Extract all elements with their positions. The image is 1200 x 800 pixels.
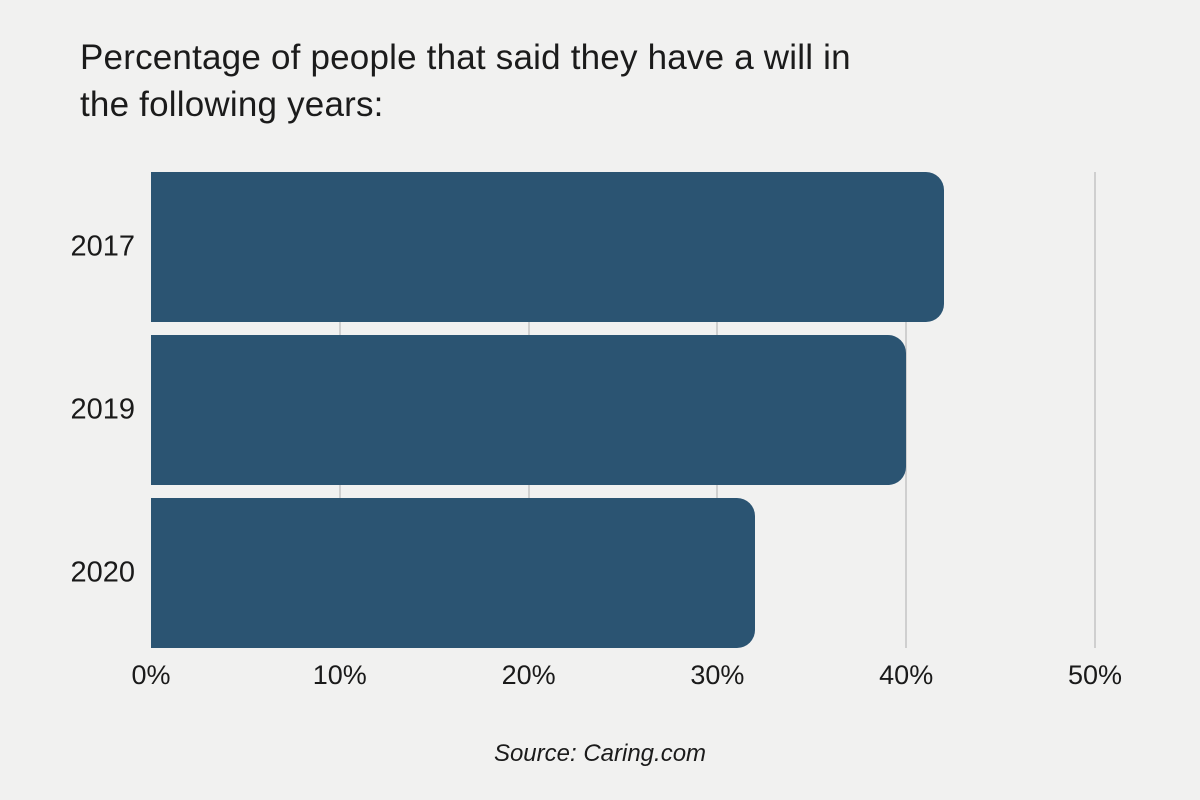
x-tick-20%: 20% (501, 660, 556, 690)
y-axis-label-2017: 2017 (70, 230, 135, 263)
x-tick-40%: 40% (879, 660, 934, 690)
bar-2019 (151, 335, 907, 485)
x-tick-30%: 30% (690, 660, 745, 690)
x-tick-10%: 10% (312, 660, 367, 690)
y-axis-labels: 2017 2019 2020 (0, 172, 135, 648)
x-axis-labels: 0% 10% 20% 30% 40% 50% (131, 660, 1122, 700)
gridline-40% (905, 172, 908, 648)
plot-area (151, 172, 1096, 648)
y-axis-label-2019: 2019 (70, 393, 135, 426)
y-axis-label-2020: 2020 (70, 556, 135, 589)
bar-2017 (151, 172, 944, 322)
gridline-50% (1094, 172, 1096, 648)
bar-2020 (151, 498, 756, 648)
chart-title: Percentage of people that said they have… (80, 34, 851, 128)
source-caption: Source: Caring.com (493, 740, 707, 767)
chart-title-line-2: the following years: (80, 85, 384, 124)
x-tick-0%: 0% (131, 660, 171, 690)
chart-title-line-1: Percentage of people that said they have… (80, 38, 851, 77)
x-tick-50%: 50% (1067, 660, 1123, 690)
